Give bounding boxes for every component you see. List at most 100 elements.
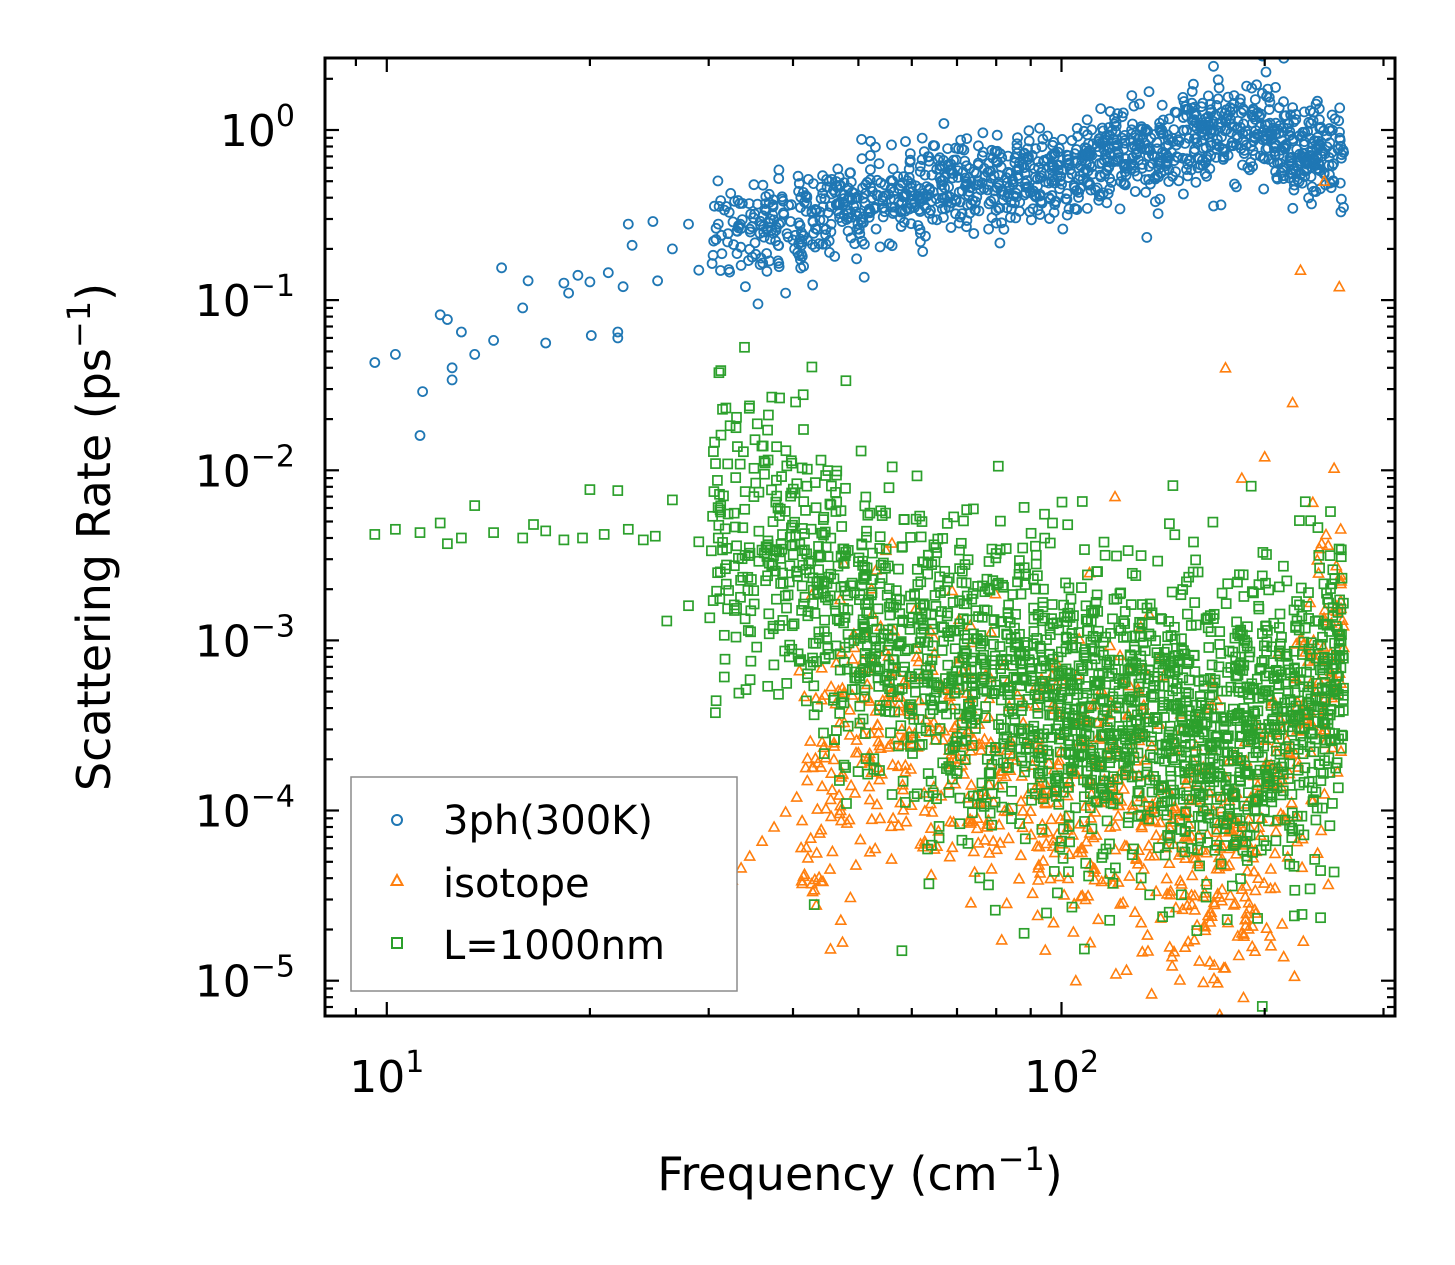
data-point [959,172,971,184]
data-point [1113,721,1125,732]
data-point [1281,575,1293,587]
data-point [1297,126,1309,138]
data-point [1207,971,1221,984]
data-point [1178,940,1192,952]
data-point [842,629,854,640]
data-point [1025,682,1036,694]
data-point [872,772,886,785]
data-point [1213,661,1225,673]
data-point [1108,489,1122,502]
data-point [854,832,867,845]
data-point [812,701,823,713]
data-point [796,605,807,616]
data-point [1142,839,1156,851]
data-point [1170,166,1181,178]
data-point [730,631,742,643]
data-point [414,527,426,538]
data-point [1078,749,1090,761]
data-point [1064,836,1075,848]
data-point [853,556,864,567]
data-point [851,210,863,222]
data-point [1152,208,1164,220]
data-point [984,625,998,637]
data-point [965,198,977,210]
data-point [1252,793,1264,804]
data-point [1271,729,1282,740]
data-point [994,544,1006,556]
data-point [1047,653,1059,665]
data-point [1004,617,1016,628]
data-point [1334,132,1346,144]
data-point [1097,694,1109,705]
data-point [1192,566,1204,578]
data-point [1205,673,1216,684]
data-point [781,602,792,614]
data-point [783,651,795,663]
data-point [709,436,720,448]
data-point [1200,762,1212,774]
data-point [714,593,726,605]
data-point [1064,685,1076,697]
data-point [790,790,804,802]
data-point [1252,775,1263,787]
data-point [964,896,978,908]
data-point [1061,703,1073,715]
data-point [1025,663,1037,675]
data-point [1124,663,1136,675]
data-point [1031,861,1045,873]
data-point [883,583,895,594]
data-point [1079,544,1090,555]
data-point [945,840,959,853]
data-point [824,942,837,954]
data-point [1229,798,1240,810]
data-point [867,547,878,559]
data-point [1163,732,1175,744]
data-point [1312,674,1326,686]
data-point [1233,707,1245,719]
data-point [1336,572,1348,584]
data-point [1100,148,1111,160]
data-point [1086,693,1098,705]
data-point [1316,145,1328,157]
data-point [1061,788,1074,801]
data-point [821,632,833,643]
data-point [1108,870,1122,882]
data-point [884,238,895,250]
data-point [895,722,909,735]
data-point [1222,785,1233,796]
data-point [934,163,946,175]
data-point [1251,79,1262,91]
data-point [798,496,810,507]
data-point [1032,570,1043,582]
data-point [798,867,811,880]
data-point [1219,361,1232,373]
data-point [961,133,973,145]
data-point [943,850,957,862]
data-point [926,839,937,851]
data-point [1044,213,1055,224]
data-point [915,531,927,543]
data-point [827,736,841,748]
data-point [1122,545,1134,556]
data-point [1317,631,1328,643]
data-point [1317,802,1328,814]
data-point [1216,587,1228,599]
data-point [797,523,808,534]
data-point [1036,675,1048,687]
data-point [1206,659,1218,671]
data-point [928,539,940,551]
data-point [1141,231,1153,243]
data-point [849,746,863,758]
data-point [945,764,956,776]
data-point [1054,746,1066,758]
data-point [916,739,928,750]
data-point [1011,191,1023,203]
data-point [1135,872,1147,884]
data-point [1313,550,1325,561]
data-point [1034,122,1045,134]
data-point [1299,622,1311,634]
data-point [1267,779,1279,791]
data-point [909,588,920,600]
legend: 3ph(300K) isotope L=1000nm [350,776,738,992]
data-point [766,391,778,403]
